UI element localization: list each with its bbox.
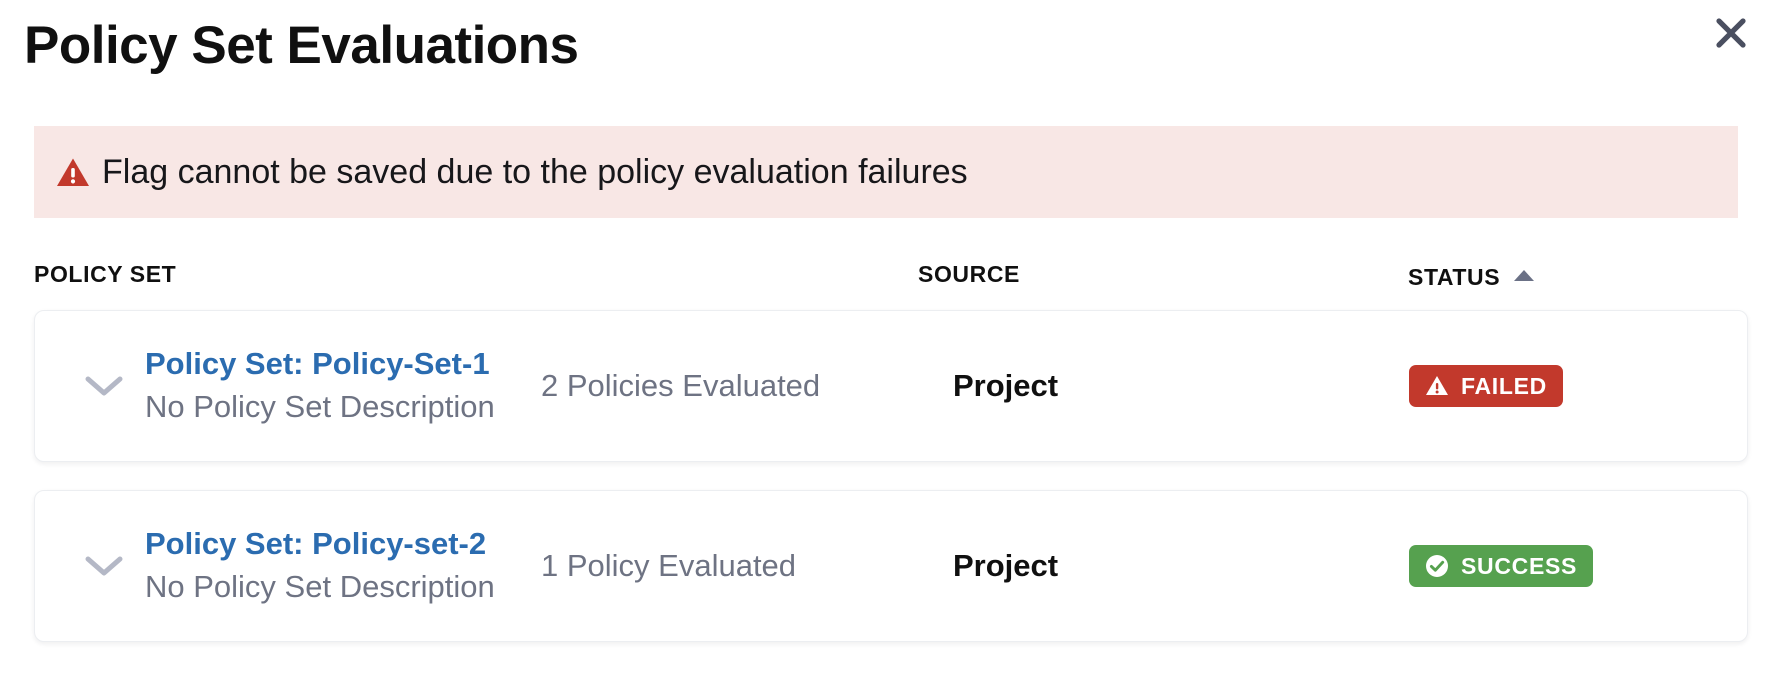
column-header-source[interactable]: SOURCE (918, 260, 1020, 288)
table-row[interactable]: Policy Set: Policy-Set-1 No Policy Set D… (34, 310, 1748, 462)
sort-ascending-arrow-icon[interactable] (1514, 269, 1535, 281)
table-row[interactable]: Policy Set: Policy-set-2 No Policy Set D… (34, 490, 1748, 642)
status-badge: FAILED (1409, 365, 1563, 407)
status-badge-label: FAILED (1461, 373, 1547, 399)
close-icon (1714, 16, 1748, 50)
policy-set-status-cell: SUCCESS (1409, 545, 1594, 587)
policy-set-source: Project (953, 368, 1059, 403)
policy-set-status-cell: FAILED (1409, 365, 1563, 407)
chevron-down-icon[interactable] (81, 543, 127, 589)
error-alert-message: Flag cannot be saved due to the policy e… (102, 153, 968, 191)
policy-set-link[interactable]: Policy Set: Policy-Set-1 (145, 346, 490, 381)
column-header-status[interactable]: STATUS (1408, 263, 1535, 291)
policy-set-source: Project (953, 548, 1059, 583)
table-header-row: POLICY SET SOURCE STATUS (0, 240, 1782, 291)
status-badge: SUCCESS (1409, 545, 1594, 587)
policies-evaluated-count: 2 Policies Evaluated (541, 368, 821, 403)
chevron-down-icon[interactable] (81, 363, 127, 409)
page-title: Policy Set Evaluations (24, 16, 579, 75)
policy-set-link[interactable]: Policy Set: Policy-set-2 (145, 526, 487, 561)
policy-set-list: Policy Set: Policy-Set-1 No Policy Set D… (0, 310, 1782, 670)
modal-header: Policy Set Evaluations (0, 0, 1782, 96)
check-circle-icon (1425, 554, 1449, 578)
policy-set-description: No Policy Set Description (145, 569, 495, 604)
column-header-policy-set-label: POLICY SET (34, 261, 177, 287)
warning-triangle-icon (1425, 374, 1449, 398)
close-button[interactable] (1708, 10, 1754, 56)
policies-evaluated-count: 1 Policy Evaluated (541, 548, 797, 583)
warning-triangle-icon (56, 155, 90, 189)
column-header-policy-set[interactable]: POLICY SET (34, 260, 176, 288)
column-header-status-label: STATUS (1408, 264, 1501, 290)
policy-set-name-cell: Policy Set: Policy-set-2 No Policy Set D… (145, 523, 495, 609)
policy-set-name-cell: Policy Set: Policy-Set-1 No Policy Set D… (145, 343, 495, 429)
status-badge-label: SUCCESS (1461, 553, 1578, 579)
error-alert-banner: Flag cannot be saved due to the policy e… (34, 126, 1738, 218)
column-header-source-label: SOURCE (918, 261, 1021, 287)
policy-set-description: No Policy Set Description (145, 389, 495, 424)
